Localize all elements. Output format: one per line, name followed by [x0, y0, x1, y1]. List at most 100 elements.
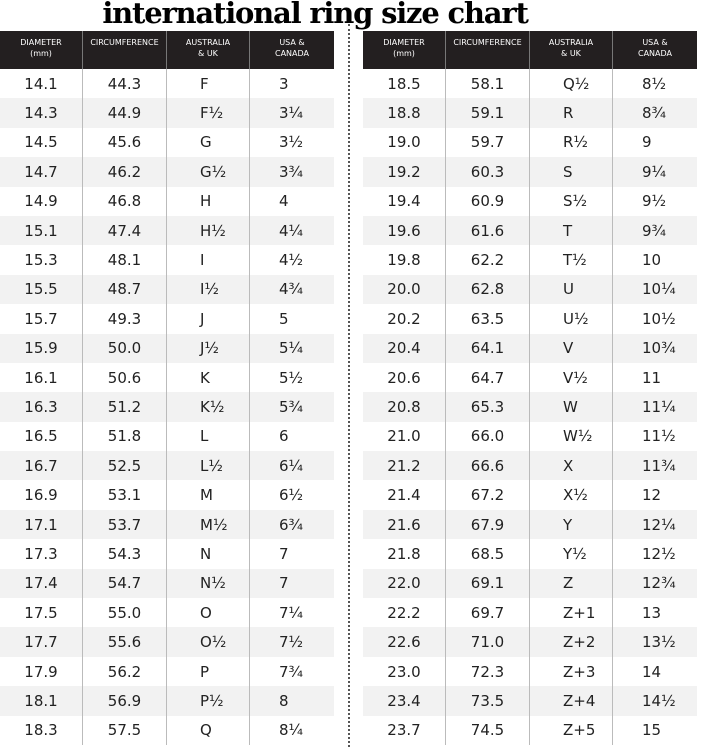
cell-circumference: 58.1 [446, 69, 530, 99]
cell-diameter: 15.3 [0, 245, 83, 275]
cell-usa-canada: 8½ [642, 74, 667, 93]
cell-circumference: 56.2 [83, 656, 167, 687]
cell-australia-uk: X½ [530, 480, 613, 510]
cell-usa-canada: 3 [279, 74, 289, 93]
cell-circumference: 61.6 [446, 215, 530, 246]
cell-usa-canada: 9¼ [642, 162, 667, 181]
cell-usa-canada: 4¾ [279, 280, 304, 299]
cell-diameter: 16.3 [0, 392, 83, 422]
cell-diameter: 17.4 [0, 568, 83, 599]
cell-circumference: 64.1 [446, 333, 530, 363]
cell-diameter: 19.0 [363, 127, 446, 158]
cell-usa-canada: 10¾ [642, 339, 676, 358]
cell-diameter: 17.9 [0, 656, 83, 687]
ring-size-table-right: DIAMETER (mm) CIRCUMFERENCE AUSTRALIA & UK… [363, 31, 697, 745]
cell-australia-uk: N [167, 539, 250, 569]
cell-australia-uk: W½ [530, 421, 613, 452]
table-row: 18.1 56.9 P½ 8 [0, 686, 334, 716]
table-row: 17.7 55.6 O½ 7½ [0, 627, 334, 657]
cell-usa-canada: 6¼ [279, 456, 304, 475]
cell-usa-canada: 3¾ [279, 162, 304, 181]
cell-australia-uk: M½ [167, 509, 250, 540]
cell-usa-canada: 8¼ [279, 721, 304, 740]
cell-usa-canada: 7¾ [279, 662, 304, 681]
cell-australia-uk: I [167, 245, 250, 275]
table-row: 15.9 50.0 J½ 5¼ [0, 333, 334, 363]
table-row: 22.6 71.0 Z+2 13½ [363, 627, 697, 657]
cell-australia-uk: F½ [167, 98, 250, 128]
table-row: 16.7 52.5 L½ 6¼ [0, 451, 334, 481]
cell-australia-uk: I½ [167, 274, 250, 305]
cell-circumference: 66.6 [446, 451, 530, 481]
table-row: 15.3 48.1 I 4½ [0, 245, 334, 275]
cell-australia-uk: P [167, 656, 250, 687]
cell-circumference: 46.2 [83, 157, 167, 187]
cell-circumference: 45.6 [83, 127, 167, 158]
cell-australia-uk: N½ [167, 568, 250, 599]
cell-circumference: 46.8 [83, 186, 167, 216]
cell-usa-canada: 15 [642, 721, 662, 740]
cell-diameter: 14.9 [0, 186, 83, 216]
cell-circumference: 64.7 [446, 362, 530, 393]
cell-circumference: 73.5 [446, 686, 530, 716]
cell-circumference: 55.6 [83, 627, 167, 657]
cell-diameter: 16.5 [0, 421, 83, 452]
cell-australia-uk: Z [530, 568, 613, 599]
cell-diameter: 23.7 [363, 715, 446, 745]
cell-diameter: 14.3 [0, 98, 83, 128]
cell-diameter: 20.2 [363, 304, 446, 334]
cell-usa-canada: 12¼ [642, 515, 676, 534]
cell-usa-canada: 6 [279, 427, 289, 446]
cell-australia-uk: R [530, 98, 613, 128]
table-row: 17.4 54.7 N½ 7 [0, 568, 334, 599]
cell-usa-canada: 6¾ [279, 515, 304, 534]
cell-usa-canada: 7¼ [279, 603, 304, 622]
cell-diameter: 22.6 [363, 627, 446, 657]
cell-diameter: 17.5 [0, 598, 83, 628]
table-row: 16.9 53.1 M 6½ [0, 480, 334, 510]
cell-circumference: 52.5 [83, 451, 167, 481]
cell-diameter: 20.4 [363, 333, 446, 363]
table-row: 22.2 69.7 Z+1 13 [363, 598, 697, 628]
cell-australia-uk: T½ [530, 245, 613, 275]
table-row: 20.0 62.8 U 10¼ [363, 274, 697, 305]
table-row: 17.1 53.7 M½ 6¾ [0, 509, 334, 540]
cell-australia-uk: J½ [167, 333, 250, 363]
cell-australia-uk: V½ [530, 362, 613, 393]
table-row: 16.3 51.2 K½ 5¾ [0, 392, 334, 422]
cell-australia-uk: Q [167, 715, 250, 745]
cell-australia-uk: U½ [530, 304, 613, 334]
cell-diameter: 21.8 [363, 539, 446, 569]
cell-diameter: 19.6 [363, 215, 446, 246]
table-header: DIAMETER (mm) CIRCUMFERENCE AUSTRALIA & UK… [0, 31, 334, 69]
cell-australia-uk: H [167, 186, 250, 216]
cell-usa-canada: 9 [642, 133, 652, 152]
cell-usa-canada: 3½ [279, 133, 304, 152]
table-row: 20.4 64.1 V 10¾ [363, 333, 697, 363]
cell-diameter: 19.2 [363, 157, 446, 187]
cell-circumference: 67.9 [446, 509, 530, 540]
cell-circumference: 56.9 [83, 686, 167, 716]
cell-usa-canada: 5½ [279, 368, 304, 387]
cell-circumference: 68.5 [446, 539, 530, 569]
cell-usa-canada: 7 [279, 544, 289, 563]
cell-diameter: 15.7 [0, 304, 83, 334]
cell-australia-uk: O½ [167, 627, 250, 657]
cell-australia-uk: K [167, 362, 250, 393]
cell-usa-canada: 5¾ [279, 397, 304, 416]
header-usa-canada: USA & CANADA [637, 38, 672, 58]
cell-diameter: 15.5 [0, 274, 83, 305]
cell-diameter: 19.8 [363, 245, 446, 275]
cell-australia-uk: S [530, 157, 613, 187]
table-row: 19.0 59.7 R½ 9 [363, 127, 697, 158]
cell-circumference: 60.9 [446, 186, 530, 216]
cell-circumference: 51.2 [83, 392, 167, 422]
cell-australia-uk: L½ [167, 451, 250, 481]
cell-diameter: 14.1 [0, 69, 83, 99]
header-diameter: DIAMETER (mm) [363, 31, 446, 69]
cell-usa-canada: 11 [642, 368, 662, 387]
cell-australia-uk: F [167, 69, 250, 99]
cell-usa-canada: 14 [642, 662, 662, 681]
cell-usa-canada: 8 [279, 691, 289, 710]
table-header: DIAMETER (mm) CIRCUMFERENCE AUSTRALIA & UK… [363, 31, 697, 69]
